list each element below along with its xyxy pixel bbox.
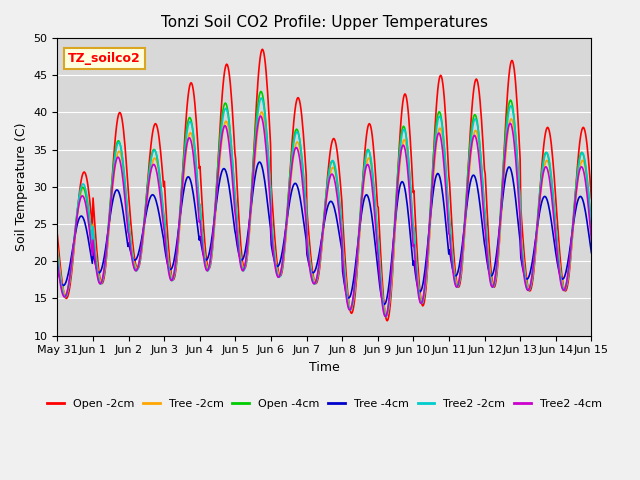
- Line: Tree2 -4cm: Tree2 -4cm: [58, 116, 591, 316]
- Open -2cm: [259, 47, 266, 52]
- Open -4cm: [54, 253, 61, 259]
- Tree -4cm: [255, 159, 263, 165]
- Line: Open -4cm: Open -4cm: [58, 92, 591, 317]
- Tree2 -2cm: [54, 248, 61, 254]
- Tree2 -2cm: [406, 178, 414, 184]
- Tree2 -2cm: [63, 291, 71, 297]
- Open -4cm: [391, 219, 399, 225]
- Tree -2cm: [63, 290, 71, 296]
- Line: Tree -4cm: Tree -4cm: [58, 162, 591, 304]
- Open -2cm: [172, 264, 180, 269]
- Tree -4cm: [200, 255, 208, 261]
- Open -4cm: [118, 152, 126, 158]
- X-axis label: Time: Time: [309, 361, 340, 374]
- Open -2cm: [383, 318, 391, 324]
- Open -2cm: [118, 116, 126, 122]
- Tree -4cm: [63, 276, 71, 282]
- Open -4cm: [63, 290, 71, 296]
- Tree2 -2cm: [391, 227, 399, 233]
- Tree -2cm: [406, 180, 414, 186]
- Line: Open -2cm: Open -2cm: [58, 49, 591, 321]
- Tree -4cm: [118, 203, 126, 208]
- Open -2cm: [406, 135, 414, 141]
- Tree2 -4cm: [391, 223, 399, 229]
- Tree -2cm: [172, 260, 180, 266]
- Text: TZ_soilco2: TZ_soilco2: [68, 52, 141, 65]
- Tree -4cm: [54, 264, 61, 270]
- Tree -4cm: [406, 231, 414, 237]
- Tree2 -2cm: [258, 95, 266, 101]
- Line: Tree2 -2cm: Tree2 -2cm: [58, 98, 591, 316]
- Tree -2cm: [118, 157, 126, 163]
- Y-axis label: Soil Temperature (C): Soil Temperature (C): [15, 122, 28, 251]
- Tree2 -4cm: [172, 254, 180, 260]
- Line: Tree -2cm: Tree -2cm: [58, 112, 591, 315]
- Tree -2cm: [383, 312, 390, 318]
- Open -4cm: [382, 314, 390, 320]
- Tree2 -2cm: [200, 254, 208, 260]
- Tree2 -2cm: [118, 151, 126, 157]
- Tree2 -4cm: [63, 289, 71, 295]
- Open -2cm: [63, 295, 71, 301]
- Open -4cm: [200, 256, 208, 262]
- Open -2cm: [200, 236, 208, 241]
- Open -4cm: [257, 89, 265, 95]
- Open -4cm: [406, 181, 414, 187]
- Legend: Open -2cm, Tree -2cm, Open -4cm, Tree -4cm, Tree2 -2cm, Tree2 -4cm: Open -2cm, Tree -2cm, Open -4cm, Tree -4…: [43, 395, 606, 414]
- Tree2 -4cm: [588, 237, 595, 243]
- Open -4cm: [588, 227, 595, 232]
- Tree2 -4cm: [406, 199, 414, 205]
- Tree2 -4cm: [200, 260, 208, 266]
- Tree -2cm: [391, 236, 399, 242]
- Tree2 -2cm: [172, 258, 180, 264]
- Open -2cm: [54, 232, 61, 238]
- Open -2cm: [391, 234, 399, 240]
- Tree -4cm: [588, 250, 595, 256]
- Tree -4cm: [172, 244, 180, 250]
- Title: Tonzi Soil CO2 Profile: Upper Temperatures: Tonzi Soil CO2 Profile: Upper Temperatur…: [161, 15, 488, 30]
- Tree -2cm: [258, 109, 266, 115]
- Open -2cm: [588, 196, 595, 202]
- Tree -4cm: [380, 301, 388, 307]
- Tree -2cm: [54, 245, 61, 251]
- Tree2 -4cm: [54, 259, 61, 265]
- Tree2 -4cm: [257, 113, 265, 119]
- Tree2 -4cm: [382, 313, 390, 319]
- Open -4cm: [172, 254, 180, 260]
- Tree -2cm: [588, 221, 595, 227]
- Tree2 -2cm: [383, 313, 390, 319]
- Tree -2cm: [200, 250, 208, 255]
- Tree2 -4cm: [118, 169, 126, 175]
- Tree -4cm: [391, 226, 399, 231]
- Tree2 -2cm: [588, 223, 595, 228]
